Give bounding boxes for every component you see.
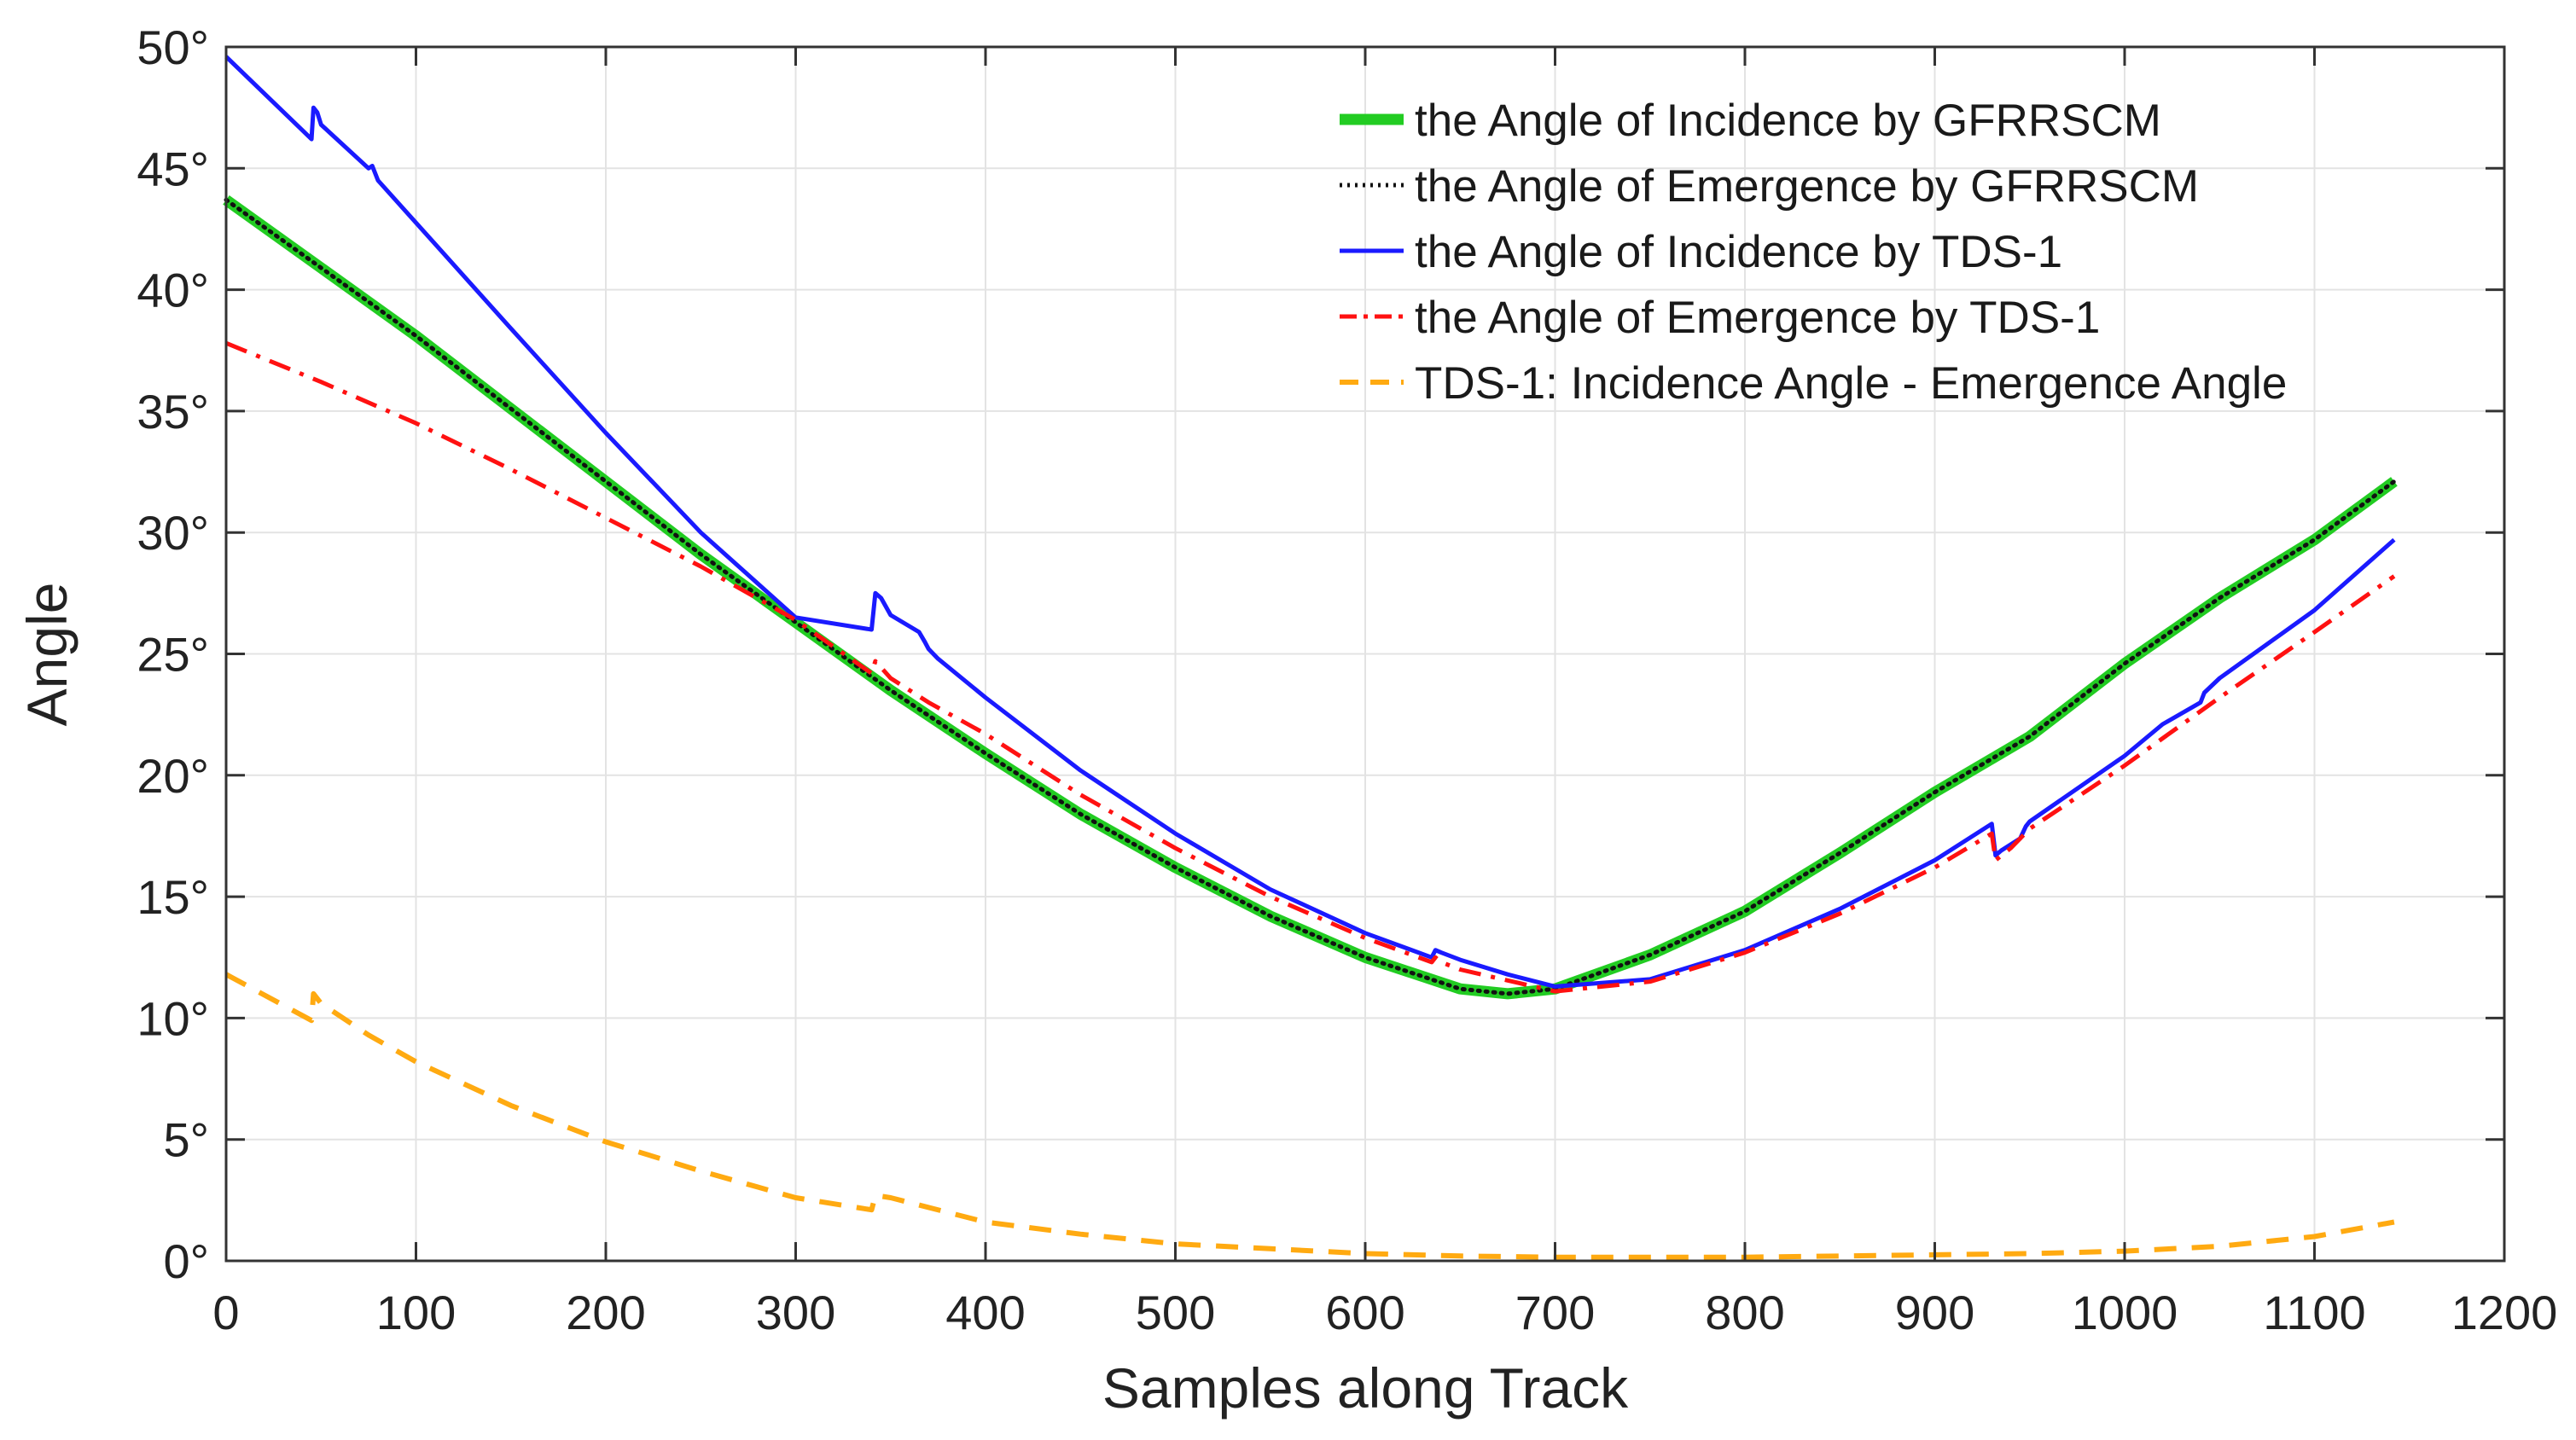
tick-labels: 0 100 200 300 400 500 600 700 800 900 1000 1100 1200… — [137, 20, 2557, 1339]
x-tick-label: 1200 — [2451, 1286, 2558, 1339]
x-tick-label: 1100 — [2263, 1286, 2365, 1339]
y-tick-label: 15° — [137, 870, 209, 924]
x-tick-label: 800 — [1705, 1286, 1784, 1339]
legend-label-4: the Angle of Emergence by TDS-1 — [1415, 293, 2100, 343]
y-tick-label: 5° — [163, 1113, 209, 1167]
x-tick-label: 0 — [212, 1286, 239, 1339]
y-tick-label: 25° — [137, 628, 209, 682]
y-tick-label: 40° — [137, 264, 209, 317]
x-tick-label: 700 — [1515, 1286, 1595, 1339]
x-tick-label: 300 — [756, 1286, 835, 1339]
y-tick-label: 45° — [137, 142, 209, 195]
legend-label-5: TDS-1: Incidence Angle - Emergence Angle — [1415, 358, 2287, 409]
x-tick-label: 500 — [1136, 1286, 1215, 1339]
series-line-4 — [225, 340, 2396, 994]
y-tick-label: 30° — [137, 506, 209, 560]
y-tick-label: 20° — [137, 749, 209, 803]
legend-label-3: the Angle of Incidence by TDS-1 — [1415, 227, 2062, 277]
x-tick-label: 200 — [566, 1286, 645, 1339]
series-layer — [223, 55, 2398, 1260]
ticks — [224, 45, 2506, 1263]
x-tick-label: 1000 — [2072, 1286, 2178, 1339]
legend-label-1: the Angle of Incidence by GFRRSCM — [1415, 96, 2161, 146]
y-tick-label: 10° — [137, 991, 209, 1045]
x-tick-label: 600 — [1325, 1286, 1404, 1339]
series-line-3 — [224, 55, 2396, 989]
legend-label-2: the Angle of Emergence by GFRRSCM — [1415, 161, 2199, 212]
series-line-5 — [224, 972, 2395, 1260]
x-axis-title: Samples along Track — [1102, 1356, 1629, 1420]
y-tick-label: 35° — [137, 385, 209, 438]
x-tick-label: 100 — [376, 1286, 456, 1339]
legend: the Angle of Incidence by GFRRSCM the Ang… — [1340, 96, 2287, 409]
y-tick-label: 0° — [163, 1234, 209, 1288]
y-tick-label: 50° — [137, 20, 209, 74]
x-tick-label: 400 — [945, 1286, 1025, 1339]
x-tick-label: 900 — [1895, 1286, 1974, 1339]
grid — [225, 46, 2505, 1262]
series-line-2 — [224, 197, 2397, 996]
y-axis-title: Angle — [15, 583, 79, 727]
